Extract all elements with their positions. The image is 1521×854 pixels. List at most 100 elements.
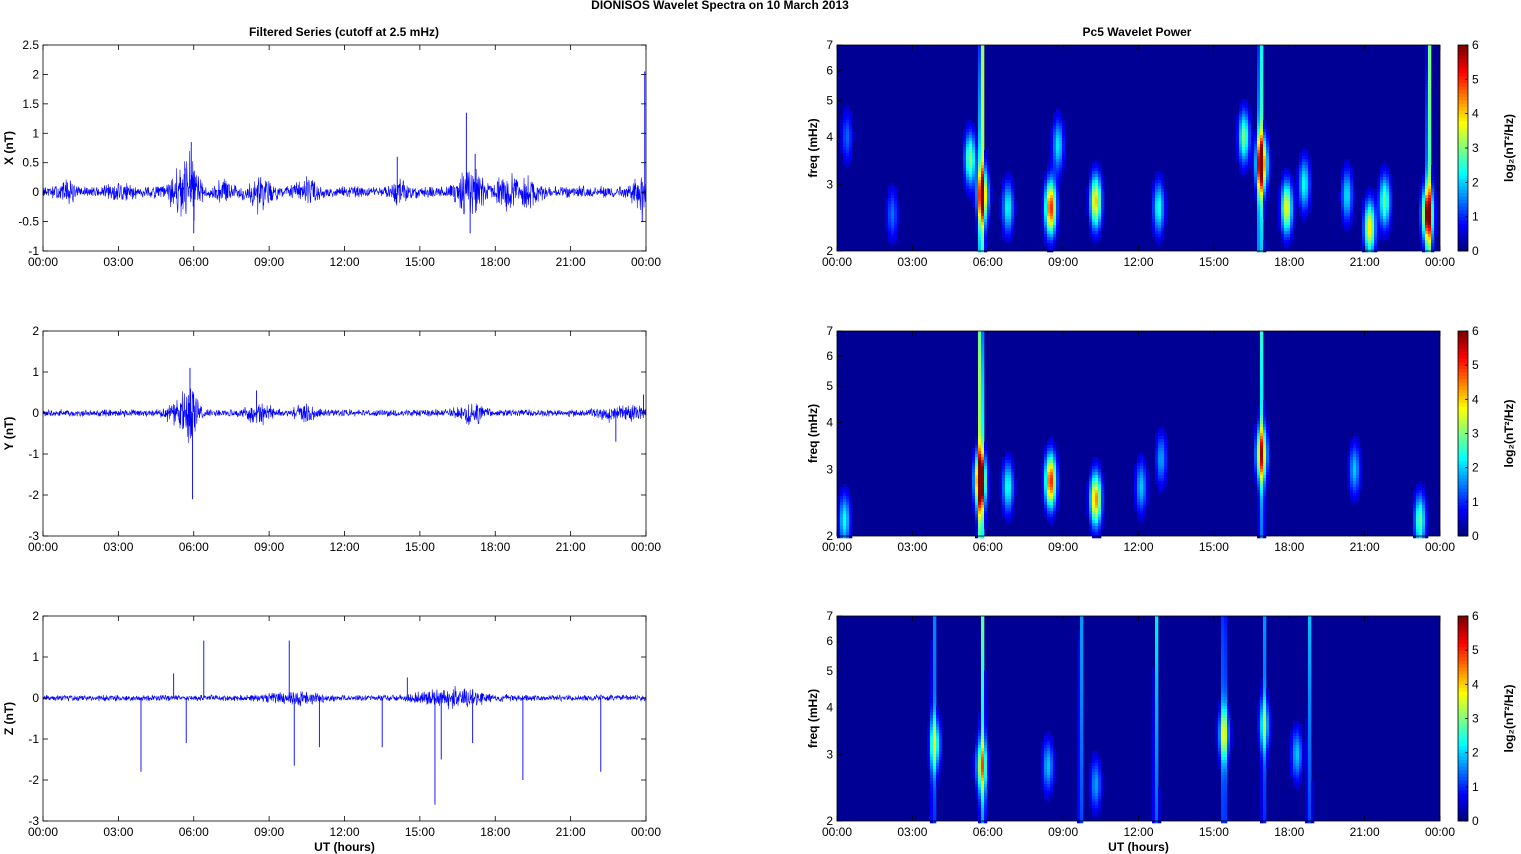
- heatmap-cell: [963, 177, 967, 181]
- heatmap-cell: [1374, 234, 1378, 238]
- heatmap-cell: [1428, 108, 1432, 112]
- heatmap-cell: [999, 490, 1003, 494]
- heatmap-cell: [1050, 451, 1054, 455]
- heatmap-cell: [1053, 141, 1057, 145]
- heatmap-cell: [981, 57, 985, 61]
- colorbar-swatch: [1458, 522, 1468, 527]
- heatmap-cell: [1293, 769, 1297, 773]
- heatmap-cell: [1164, 201, 1168, 205]
- colorbar-swatch: [1458, 460, 1468, 465]
- heatmap-cell: [939, 724, 943, 728]
- heatmap-cell: [1260, 766, 1264, 770]
- heatmap-cell: [981, 177, 985, 181]
- heatmap-cell: [843, 532, 847, 536]
- heatmap-cell: [984, 511, 988, 515]
- heatmap-cell: [1299, 745, 1303, 749]
- heatmap-cell: [1059, 147, 1063, 151]
- heatmap-cell: [1053, 502, 1057, 506]
- heatmap-cell: [1089, 475, 1093, 479]
- heatmap-cell: [894, 192, 898, 196]
- heatmap-cell: [1245, 156, 1249, 160]
- heatmap-cell: [933, 694, 937, 698]
- heatmap-cell: [1263, 658, 1267, 662]
- colorbar-swatch: [1458, 413, 1468, 417]
- heatmap-cell: [1290, 745, 1294, 749]
- heatmap-cell: [1347, 210, 1351, 214]
- colorbar-swatch: [1458, 178, 1468, 183]
- heatmap-cell: [1350, 478, 1354, 482]
- heatmap-cell: [1296, 748, 1300, 752]
- heatmap-cell: [1350, 463, 1354, 467]
- heatmap-cell: [1263, 775, 1267, 779]
- heatmap-cell: [972, 204, 976, 208]
- heatmap-cell: [1056, 499, 1060, 503]
- heatmap-cell: [933, 736, 937, 740]
- heatmap-cell: [1263, 766, 1267, 770]
- heatmap-cell: [1002, 219, 1006, 223]
- heatmap-cell: [972, 183, 976, 187]
- heatmap-cell: [1077, 739, 1081, 743]
- heatmap-cell: [978, 174, 982, 178]
- heatmap-cell: [1092, 207, 1096, 211]
- heatmap-cell: [1413, 514, 1417, 518]
- heatmap-cell: [1350, 216, 1354, 220]
- heatmap-cell: [1224, 766, 1228, 770]
- heatmap-cell: [1245, 120, 1249, 124]
- colorbar-swatch: [1458, 106, 1468, 111]
- heatmap-cell: [978, 526, 982, 530]
- heatmap-cell: [1425, 517, 1429, 521]
- heatmap-cell: [1221, 700, 1225, 704]
- colorbar-swatch: [1458, 237, 1468, 242]
- heatmap-cell: [984, 526, 988, 530]
- colorbar-swatch: [1458, 515, 1468, 520]
- heatmap-cell: [1227, 706, 1231, 710]
- heatmap-cell: [840, 120, 844, 124]
- heatmap-cell: [933, 664, 937, 668]
- heatmap-cell: [1308, 186, 1312, 190]
- heatmap-cell: [1098, 225, 1102, 229]
- heatmap-cell: [1260, 424, 1264, 428]
- heatmap-cell: [966, 180, 970, 184]
- heatmap-cell: [981, 634, 985, 638]
- heatmap-cell: [1056, 186, 1060, 190]
- heatmap-cell: [975, 514, 979, 518]
- heatmap-cell: [1353, 448, 1357, 452]
- heatmap-cell: [1137, 463, 1141, 467]
- heatmap-cell: [1092, 222, 1096, 226]
- heatmap-cell: [1089, 772, 1093, 776]
- heatmap-cell: [966, 132, 970, 136]
- colorbar-swatch: [1458, 471, 1468, 475]
- heatmap-cell: [1140, 478, 1144, 482]
- heatmap-cell: [1137, 487, 1141, 491]
- heatmap-cell: [837, 496, 841, 500]
- colorbar-swatch: [1458, 409, 1468, 414]
- heatmap-cell: [1050, 162, 1054, 166]
- heatmap-cell: [1098, 231, 1102, 235]
- heatmap-cell: [1098, 192, 1102, 196]
- heatmap-cell: [1266, 433, 1270, 437]
- heatmap-cell: [981, 219, 985, 223]
- heatmap-cell: [1062, 162, 1066, 166]
- heatmap-cell: [1281, 237, 1285, 241]
- colorbar-swatch: [1458, 430, 1468, 434]
- heatmap-cell: [984, 150, 988, 154]
- heatmap-cell: [1266, 171, 1270, 175]
- heatmap-cell: [981, 772, 985, 776]
- heatmap-cell: [978, 730, 982, 734]
- heatmap-cell: [1152, 712, 1156, 716]
- heatmap-cell: [1302, 174, 1306, 178]
- colorbar-swatch: [1458, 334, 1468, 339]
- heatmap-cell: [1242, 171, 1246, 175]
- heatmap-cell: [1047, 499, 1051, 503]
- heatmap-cell: [1152, 769, 1156, 773]
- x-tick-label: 15:00: [1199, 540, 1229, 554]
- heatmap-cell: [1359, 481, 1363, 485]
- heatmap-cell: [1053, 775, 1057, 779]
- heatmap-cell: [1284, 174, 1288, 178]
- heatmap-cell: [1287, 186, 1291, 190]
- heatmap-cell: [1161, 213, 1165, 217]
- heatmap-cell: [939, 733, 943, 737]
- colorbar-swatch: [1458, 402, 1468, 407]
- heatmap-cell: [1098, 502, 1102, 506]
- heatmap-cell: [1263, 123, 1267, 127]
